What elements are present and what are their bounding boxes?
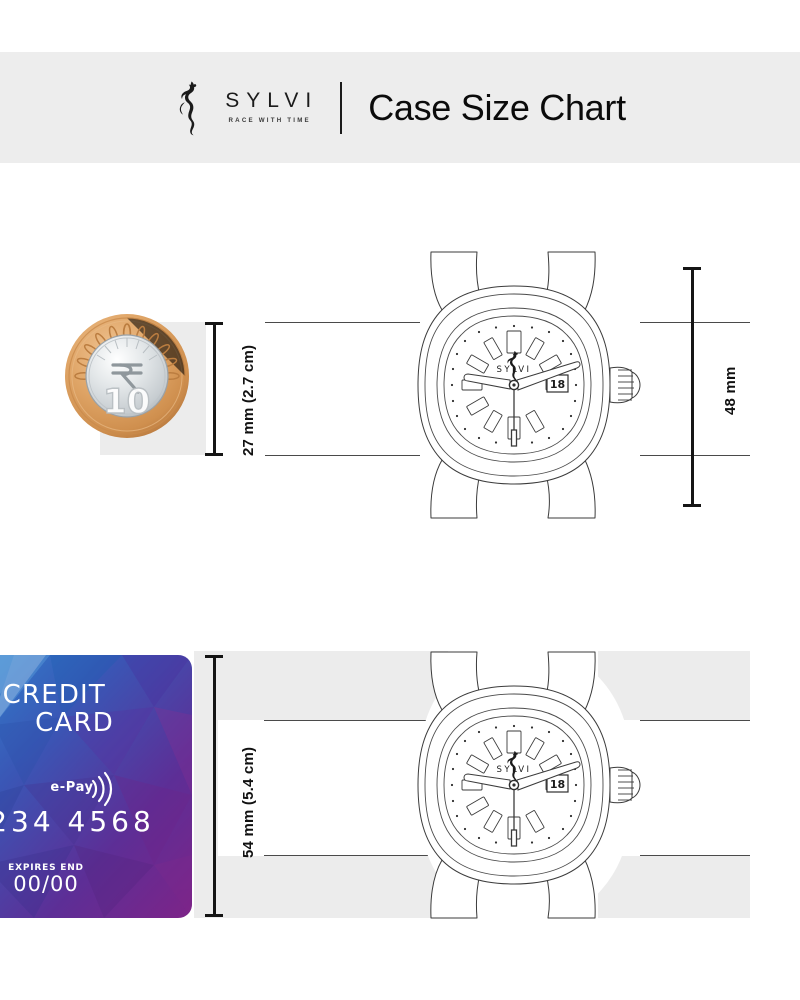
card-title-line2: CARD xyxy=(35,708,114,738)
watch-guide-line-bottom xyxy=(640,455,750,456)
card-guide-line-top xyxy=(264,720,430,721)
svg-text:10: 10 xyxy=(103,382,150,422)
brand-tagline: RACE WITH TIME xyxy=(228,117,311,125)
watch-guide-line-bottom-2 xyxy=(640,855,750,856)
card-title-line1: CREDIT xyxy=(3,680,106,710)
card-expiry-value: 00/00 xyxy=(13,872,79,896)
coin-guide-line-bottom xyxy=(265,455,420,456)
brand-logo: SYLVI RACE WITH TIME xyxy=(174,80,318,136)
watch-illustration-top: 18 SYLVI xyxy=(396,250,646,520)
coin-guide-line-top xyxy=(265,322,420,323)
brand-wordmark: SYLVI RACE WITH TIME xyxy=(218,90,318,124)
card-expiry-label: EXPIRES END xyxy=(8,863,84,873)
rearing-horse-icon xyxy=(174,80,204,136)
card-guide-line-bottom xyxy=(264,855,430,856)
svg-text:SYLVI: SYLVI xyxy=(497,765,532,775)
watch-guide-line-top xyxy=(640,322,750,323)
card-measurement-bracket xyxy=(205,655,223,917)
coin-measurement-bracket xyxy=(205,322,223,456)
svg-text:SYLVI: SYLVI xyxy=(497,365,532,375)
page-header: SYLVI RACE WITH TIME Case Size Chart xyxy=(0,52,800,163)
svg-text:18: 18 xyxy=(550,778,565,791)
svg-text:18: 18 xyxy=(550,378,565,391)
reference-coin: 10 10 xyxy=(63,312,191,440)
card-number: 234 4568 xyxy=(0,805,155,838)
coin-comparison-section: 10 10 27 mm (2.7 cm) xyxy=(63,250,750,520)
brand-name: SYLVI xyxy=(225,89,319,113)
card-measurement-label: 54 mm (5.4 cm) xyxy=(240,746,257,858)
header-divider xyxy=(340,81,343,134)
svg-text:10: 10 xyxy=(103,382,150,422)
watch-measurement-bracket-top xyxy=(683,267,701,507)
watch-illustration-bottom: 18 SYLVI xyxy=(396,650,646,920)
reference-credit-card: CREDIT CARD e-Pay 234 4568 EXPIRES END 0… xyxy=(0,655,192,918)
page-title: Case Size Chart xyxy=(368,86,626,128)
watch-guide-line-top-2 xyxy=(640,720,750,721)
contactless-icon xyxy=(91,771,113,807)
card-pay-label: e-Pay xyxy=(50,780,93,795)
